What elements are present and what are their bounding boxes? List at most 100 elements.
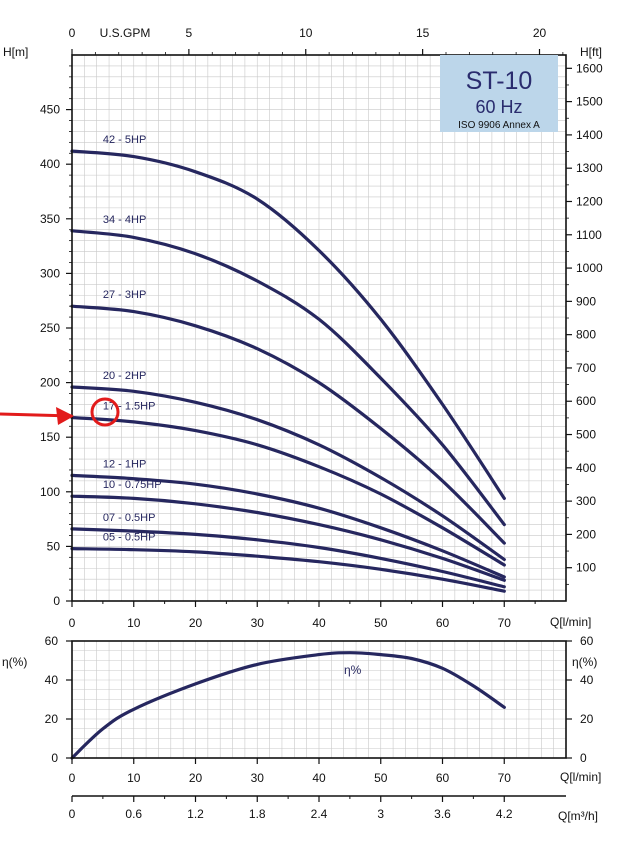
- m3h-tick-label: 3.6: [434, 807, 451, 821]
- y-tick-label: 350: [40, 212, 60, 226]
- y-tick-label-right: 60: [580, 634, 594, 648]
- y-ft-tick-label: 700: [576, 361, 596, 375]
- y-ft-tick-label: 1300: [576, 161, 603, 175]
- series-label: 12 - 1HP: [103, 458, 146, 470]
- y-tick-label-right: 20: [580, 712, 594, 726]
- y-tick-label: 150: [40, 430, 60, 444]
- chart-subtitle: 60 Hz: [475, 97, 522, 117]
- m3h-tick-label: 2.4: [311, 807, 328, 821]
- m3h-axis-label: Q[m³/h]: [558, 809, 598, 823]
- y-ft-tick-label: 1500: [576, 95, 603, 109]
- x-tick-label: 30: [251, 616, 265, 630]
- title-box: ST-10 60 Hz ISO 9906 Annex A: [440, 55, 558, 132]
- m3h-tick-label: 1.2: [187, 807, 204, 821]
- y-ft-tick-label: 200: [576, 527, 596, 541]
- y-ft-tick-label: 100: [576, 561, 596, 575]
- y-tick-label: 50: [47, 539, 61, 553]
- y-tick-label-right: 0: [580, 751, 587, 765]
- x-tick-label: 70: [498, 771, 512, 785]
- y-tick-label: 0: [51, 751, 58, 765]
- series-label: 10 - 0.75HP: [103, 479, 162, 491]
- x-tick-label: 10: [127, 616, 141, 630]
- x-tick-label: 30: [251, 771, 265, 785]
- series-label: 27 - 3HP: [103, 289, 146, 301]
- y-ft-tick-label: 300: [576, 494, 596, 508]
- head-curve: [70, 547, 506, 593]
- y-ft-tick-label: 400: [576, 461, 596, 475]
- highlight-arrowhead: [56, 407, 74, 425]
- y-ft-tick-label: 500: [576, 428, 596, 442]
- series-label: 07 - 0.5HP: [103, 512, 156, 524]
- x-tick-label: 70: [498, 616, 512, 630]
- flow-m3h-axis: 0 0.6 1.2 1.8 2.4 3 3.6 4.2: [69, 795, 566, 821]
- gpm-tick-label: 0: [69, 26, 76, 40]
- y-tick-label: 40: [45, 673, 59, 687]
- y-tick-label: 450: [40, 103, 60, 117]
- gpm-tick-label: 5: [186, 26, 193, 40]
- head-curve: [70, 527, 506, 589]
- y-ft-tick-label: 600: [576, 394, 596, 408]
- y-ft-tick-label: 1000: [576, 261, 603, 275]
- series-label: 17 - 1.5HP: [103, 401, 156, 413]
- head-curve: [70, 494, 506, 582]
- y-tick-label: 60: [45, 634, 59, 648]
- series-label: 42 - 5HP: [103, 134, 146, 146]
- x-tick-label: 20: [189, 616, 203, 630]
- x-tick-label: 0: [69, 616, 76, 630]
- main-chart-axes: 0 10 20 30 40 50 60 700501001502002503003504004…: [40, 26, 603, 630]
- chart-standard: ISO 9906 Annex A: [458, 120, 540, 131]
- y-tick-label: 300: [40, 266, 60, 280]
- y-tick-label: 20: [45, 712, 59, 726]
- x-tick-label: 0: [69, 771, 76, 785]
- efficiency-y-label-left: η(%): [2, 655, 27, 669]
- y-tick-label: 400: [40, 157, 60, 171]
- x-tick-label: 60: [436, 771, 450, 785]
- y-axis-label-right: H[ft]: [580, 45, 602, 59]
- y-tick-label: 200: [40, 376, 60, 390]
- efficiency-y-label-right: η(%): [572, 655, 597, 669]
- head-curve: [70, 229, 506, 527]
- main-chart-grid: [72, 55, 566, 601]
- y-ft-tick-label: 800: [576, 328, 596, 342]
- y-ft-tick-label: 1200: [576, 194, 603, 208]
- y-axis-label-left: H[m]: [3, 45, 28, 59]
- x-tick-label: 40: [312, 616, 326, 630]
- head-curve: [70, 385, 506, 562]
- y-ft-tick-label: 1100: [576, 228, 602, 242]
- x-tick-label: 20: [189, 771, 203, 785]
- x-tick-label: 10: [127, 771, 141, 785]
- highlight-circle: [90, 397, 120, 427]
- y-ft-tick-label: 1400: [576, 128, 603, 142]
- m3h-tick-label: 3: [377, 807, 384, 821]
- top-axis-label: U.S.GPM: [100, 26, 151, 40]
- chart-title: ST-10: [466, 67, 533, 95]
- series-label: 20 - 2HP: [103, 370, 146, 382]
- head-curve: [70, 149, 506, 500]
- y-ft-tick-label: 900: [576, 294, 596, 308]
- x-tick-label: 60: [436, 616, 450, 630]
- gpm-tick-label: 10: [299, 26, 313, 40]
- y-tick-label-right: 40: [580, 673, 594, 687]
- m3h-tick-label: 0: [69, 807, 76, 821]
- efficiency-series-label: η%: [344, 663, 362, 677]
- gpm-tick-label: 15: [416, 26, 430, 40]
- x-tick-label: 50: [374, 616, 388, 630]
- efficiency-x-label: Q[l/min]: [560, 770, 601, 784]
- y-tick-label: 100: [40, 485, 60, 499]
- head-curve: [70, 473, 506, 579]
- head-curve: [70, 415, 506, 567]
- m3h-tick-label: 0.6: [125, 807, 142, 821]
- y-ft-tick-label: 1600: [576, 61, 603, 75]
- head-curve: [70, 304, 506, 545]
- y-tick-label: 0: [53, 594, 60, 608]
- highlight-marker: [0, 397, 120, 427]
- x-tick-label: 50: [374, 771, 388, 785]
- m3h-tick-label: 4.2: [496, 807, 513, 821]
- y-tick-label: 250: [40, 321, 60, 335]
- series-label: 34 - 4HP: [103, 214, 146, 226]
- efficiency-curve: [70, 651, 506, 760]
- efficiency-chart-grid: [72, 641, 566, 758]
